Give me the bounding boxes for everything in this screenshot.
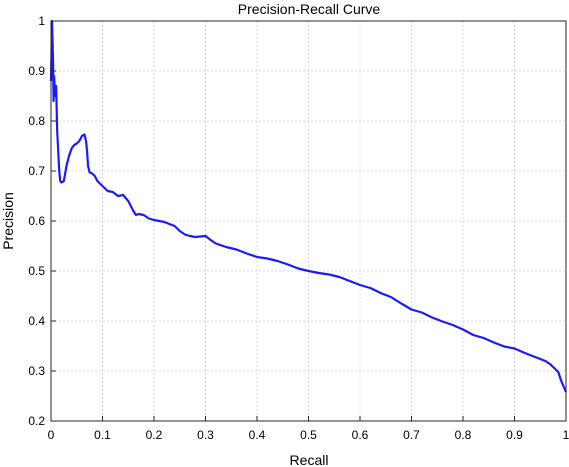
chart-title: Precision-Recall Curve [238, 1, 381, 17]
y-tick-label: 0.4 [28, 314, 45, 328]
x-tick-label: 0.6 [352, 428, 369, 442]
x-tick-label: 0.3 [197, 428, 214, 442]
y-tick-label: 0.5 [28, 264, 45, 278]
x-tick-label: 0.8 [455, 428, 472, 442]
x-tick-label: 0.5 [300, 428, 317, 442]
precision-recall-line [49, 19, 568, 393]
y-axis-label: Precision [0, 192, 16, 250]
x-axis-label: Recall [290, 452, 329, 467]
x-tick-label: 0.7 [403, 428, 420, 442]
y-tick-label: 0.6 [28, 214, 45, 228]
x-tick-label: 0.4 [249, 428, 266, 442]
x-tick-label: 0.9 [506, 428, 523, 442]
x-tick-label: 0.2 [146, 428, 163, 442]
y-tick-label: 1 [38, 14, 45, 28]
y-tick-label: 0.9 [28, 64, 45, 78]
x-tick-label: 1 [563, 428, 569, 442]
y-tick-label: 0.8 [28, 114, 45, 128]
plot-area [49, 19, 568, 393]
tick-labels: 0 0.1 0.2 0.3 0.4 0.5 0.6 0.7 0.8 0.9 1 0.2 0.3 0.4 0.… [28, 14, 569, 442]
x-tick-label: 0.1 [94, 428, 111, 442]
y-tick-label: 0.3 [28, 364, 45, 378]
y-tick-label: 0.7 [28, 164, 45, 178]
y-tick-label: 0.2 [28, 414, 45, 428]
grid [51, 21, 566, 421]
x-tick-label: 0 [48, 428, 55, 442]
